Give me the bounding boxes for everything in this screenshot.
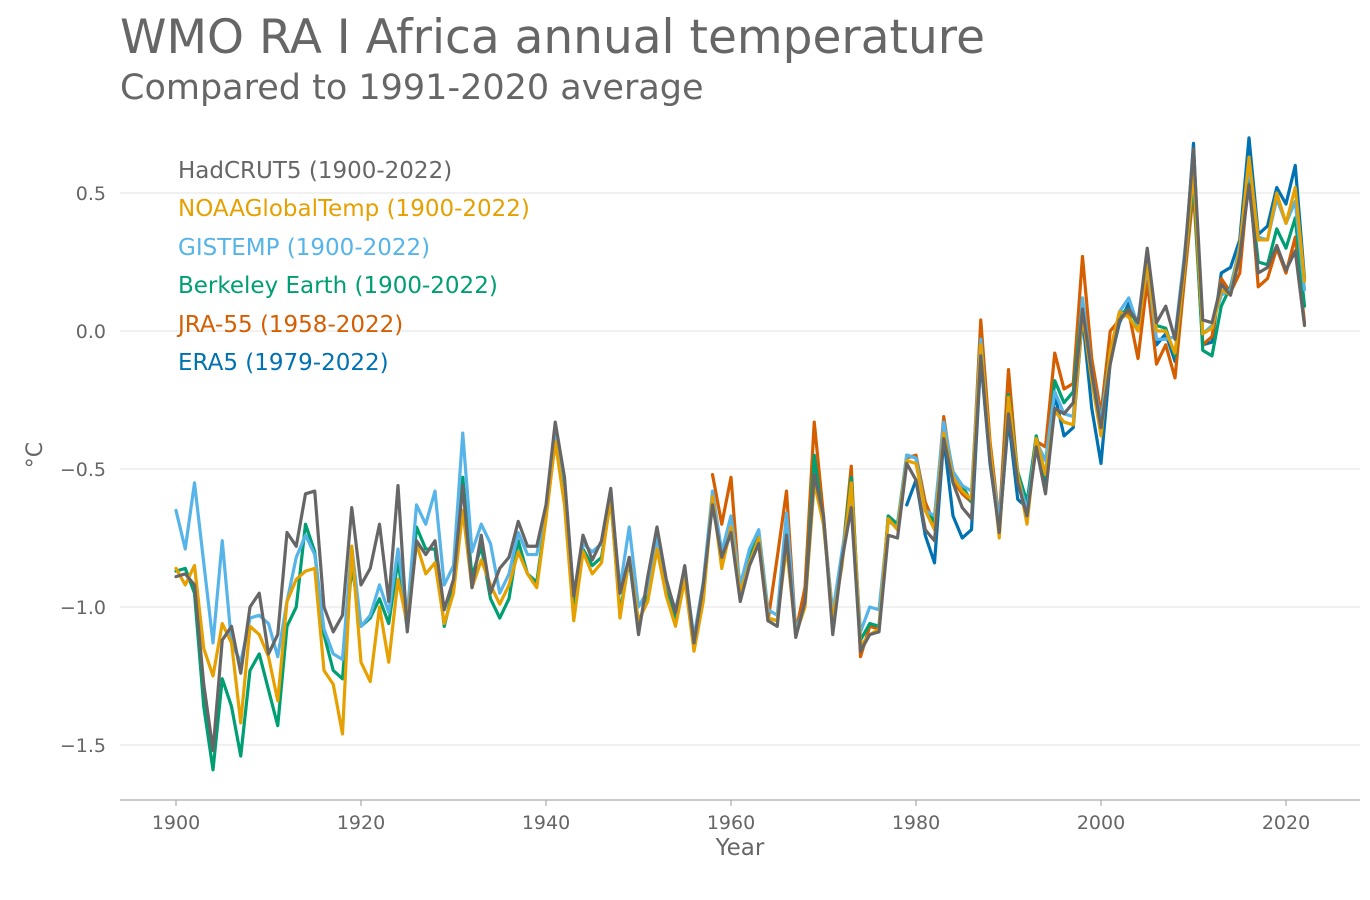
legend-entry-jra55: JRA-55 (1958-2022) [178, 311, 404, 338]
x-tick-label: 1940 [522, 812, 570, 834]
y-tick-label: −1.0 [60, 597, 106, 619]
series-lines [174, 136, 1307, 772]
legend: HadCRUT5 (1900-2022) NOAAGlobalTemp (190… [178, 152, 530, 382]
y-tick-label: 0.0 [76, 321, 106, 343]
series-line-jra-55 [710, 172, 1307, 659]
x-tick-label: 1900 [152, 812, 200, 834]
y-tick-label: 0.5 [76, 183, 106, 205]
x-tick-label: 2020 [1262, 812, 1310, 834]
x-tick-label: 2000 [1077, 812, 1125, 834]
legend-entry-gistemp: GISTEMP (1900-2022) [178, 234, 431, 261]
legend-entry-hadcrut5: HadCRUT5 (1900-2022) [178, 158, 453, 184]
legend-entry-berkeley-earth: Berkeley Earth (1900-2022) [178, 273, 498, 300]
y-tick-label: −1.5 [60, 735, 106, 757]
x-tick-label: 1960 [707, 812, 755, 834]
legend-entry-era5: ERA5 (1979-2022) [178, 349, 389, 376]
series-line-hadcrut5 [174, 147, 1307, 753]
chart-title: WMO RA I Africa annual temperature [120, 10, 985, 65]
legend-entry-noaaglobaltemp: NOAAGlobalTemp (1900-2022) [178, 196, 530, 223]
x-axis-ticks: 1900 1920 1940 1960 1980 2000 2020 [152, 800, 1310, 834]
y-axis-ticks: −1.5 −1.0 −0.5 0.0 0.5 [60, 183, 106, 757]
y-tick-label: −0.5 [60, 459, 106, 481]
chart-subtitle: Compared to 1991-2020 average [120, 68, 704, 108]
x-tick-label: 1980 [892, 812, 940, 834]
x-tick-label: 1920 [337, 812, 385, 834]
y-axis-label: °C [23, 442, 48, 468]
x-axis-label: Year [715, 835, 765, 861]
